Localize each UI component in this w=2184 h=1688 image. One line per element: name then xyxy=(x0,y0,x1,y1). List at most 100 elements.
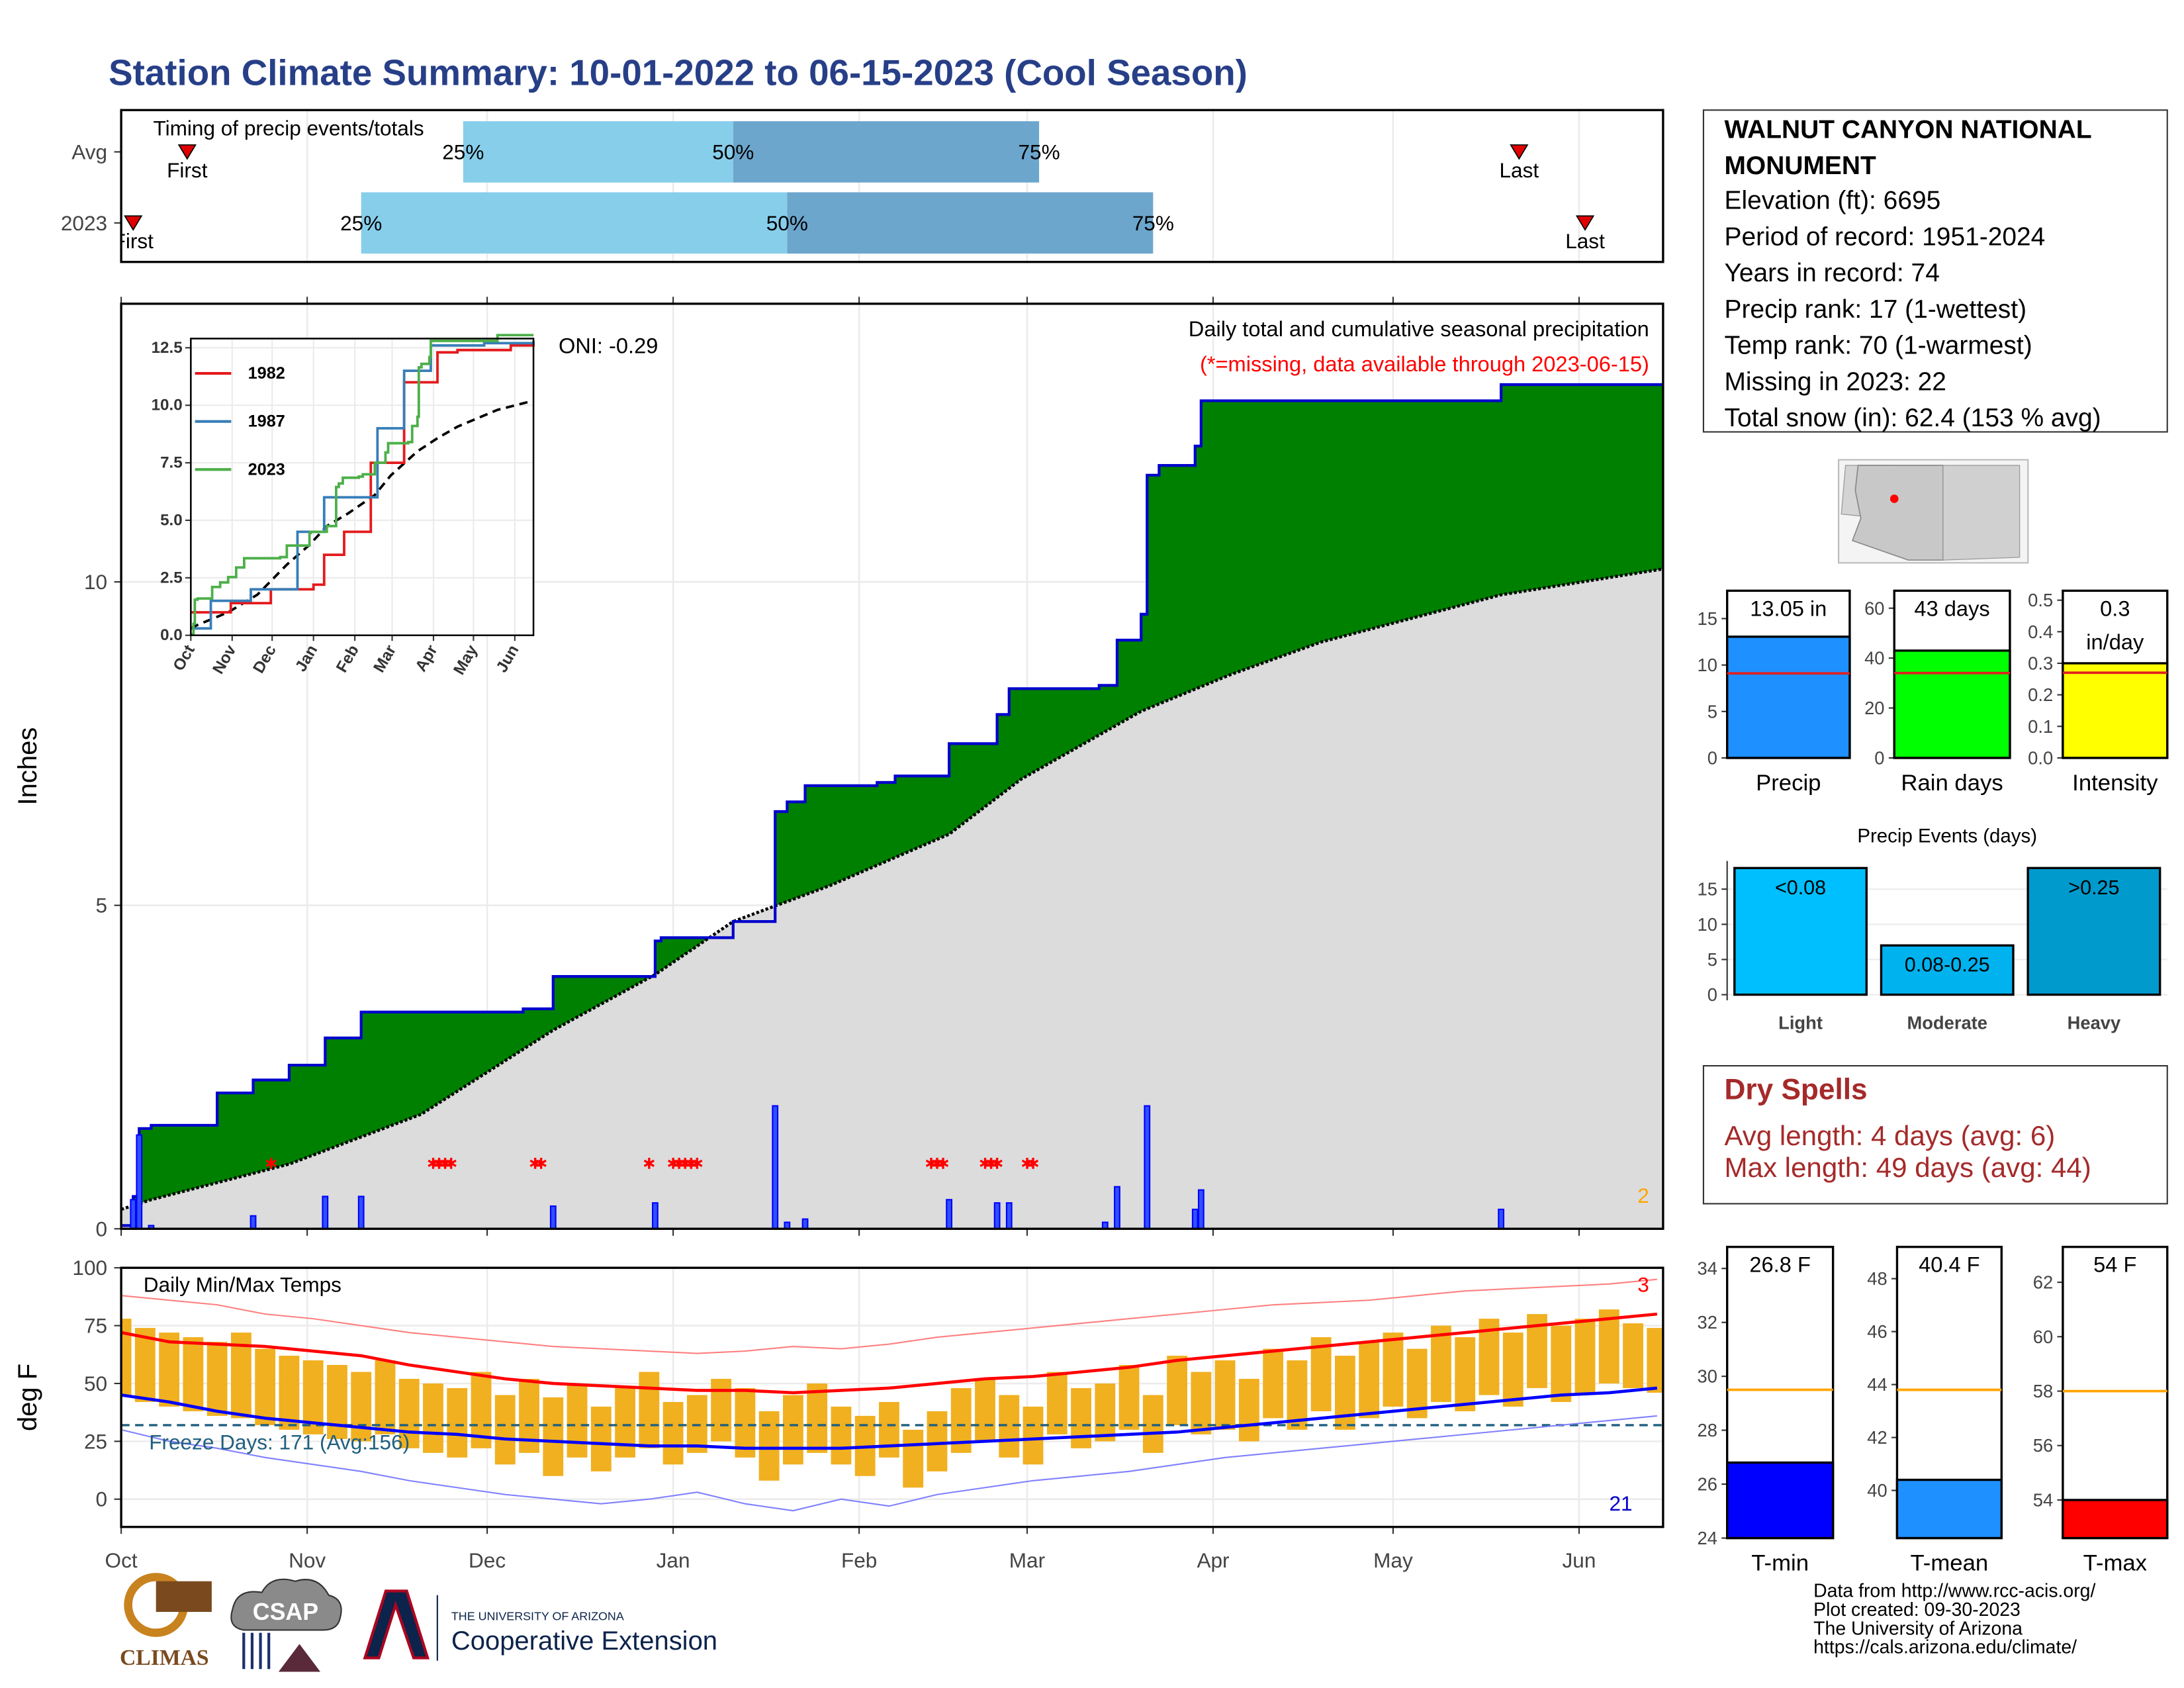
logo-shape xyxy=(156,1581,212,1613)
daily-precip-bar xyxy=(1144,1105,1151,1229)
missing-marker xyxy=(643,1157,655,1169)
category-label: Heavy xyxy=(2068,1012,2121,1033)
y-tick-label: 0.5 xyxy=(2028,590,2053,610)
daily-temp-bar xyxy=(567,1383,588,1458)
daily-precip-bar xyxy=(801,1218,809,1229)
category-label: Precip xyxy=(1756,771,1821,796)
station-line-box: Years in record: 74 xyxy=(1724,258,1939,287)
station-box xyxy=(1702,109,2168,433)
y-tick-label: 0.2 xyxy=(2028,684,2053,705)
panel-frame xyxy=(120,1266,1664,1528)
y-tick-label: 0.4 xyxy=(2028,622,2053,642)
dry-spells-title: Dry Spells xyxy=(1724,1073,1867,1105)
x-tick-label: Nov xyxy=(289,1548,326,1572)
y-tick-label: 5 xyxy=(96,894,108,917)
x-tick-label: Mar xyxy=(1009,1548,1045,1572)
category-label: Rain days xyxy=(1901,771,2003,796)
bar-value-label-box: 26.8 F xyxy=(1749,1254,1811,1278)
logos: CLIMAS CSAP THE UNIVERSITY OF ARIZONA Co… xyxy=(120,1573,717,1672)
dry-spells-box xyxy=(1702,1064,2168,1205)
bar-value-label: 43 days xyxy=(1914,597,1990,622)
daily-temp-bar xyxy=(879,1401,899,1458)
daily-temp-bar xyxy=(758,1411,780,1481)
timing-marker xyxy=(1575,215,1595,231)
station-line: Temp rank: 70 (1-warmest) xyxy=(1724,330,2032,360)
daily-temp-bar xyxy=(159,1333,180,1407)
corner-label: 21 xyxy=(1609,1491,1632,1515)
bar xyxy=(2062,1499,2169,1540)
bar-value-label-box: 13.05 in xyxy=(1750,597,1827,622)
category-label: T-min xyxy=(1751,1550,1809,1575)
footer-line: https://cals.arizona.edu/climate/ xyxy=(1813,1637,2077,1658)
daily-temp-bar xyxy=(999,1395,1020,1458)
y-tick-label: 28 xyxy=(1698,1420,1717,1440)
station-name-box: WALNUT CANYON NATIONAL MONUMENT xyxy=(1724,114,2091,180)
bar-value-label-box: 40.4 F xyxy=(1919,1254,1980,1278)
daily-precip-bar xyxy=(946,1199,953,1229)
station-line: Period of record: 1951-2024 xyxy=(1724,221,2046,251)
dry-spells-line: Avg length: 4 days (avg: 6) xyxy=(1724,1120,2055,1151)
station-line-box: Total snow (in): 62.4 (153 % avg) xyxy=(1724,402,2101,432)
x-tick-label: Apr xyxy=(1197,1548,1229,1572)
missing-marker xyxy=(445,1157,457,1169)
inset-normal xyxy=(190,399,534,630)
timing-bar xyxy=(787,192,1154,254)
station-line: Total snow (in): 62.4 (153 % avg) xyxy=(1724,402,2101,432)
daily-temp-bar xyxy=(1071,1387,1091,1448)
bar xyxy=(1726,1461,1835,1540)
daily-temp-bar xyxy=(134,1328,156,1402)
daily-temp-bar xyxy=(494,1395,516,1465)
station-line: Precip rank: 17 (1-wettest) xyxy=(1724,294,2027,324)
inset-series xyxy=(191,343,535,614)
logo-text: CSAP xyxy=(253,1599,318,1625)
timing-label: 50% xyxy=(712,140,754,164)
daily-precip-bar xyxy=(357,1196,365,1229)
daily-temp-bar xyxy=(711,1378,732,1442)
panel-frame xyxy=(120,109,1664,263)
category-label: T-max xyxy=(2083,1550,2147,1575)
daily-precip-bar xyxy=(1114,1186,1120,1229)
daily-precip-bar xyxy=(250,1215,257,1229)
daily-temp-bar xyxy=(121,1319,132,1395)
y-axis-label: deg F xyxy=(13,1364,42,1431)
daily-temp-bar xyxy=(1335,1356,1355,1430)
daily-temp-bar xyxy=(1214,1360,1236,1430)
daily-temp-bar xyxy=(903,1429,924,1488)
daily-temp-bar xyxy=(1623,1323,1643,1388)
y-tick-label: 24 xyxy=(1698,1528,1717,1548)
category-label: Moderate xyxy=(1907,1012,1987,1033)
missing-marker xyxy=(991,1157,1003,1169)
timing-label: 75% xyxy=(1132,211,1174,235)
daily-temp-bar xyxy=(927,1411,948,1472)
map-region xyxy=(1942,465,2021,561)
daily-temp-bar xyxy=(1046,1372,1068,1434)
temp-line xyxy=(121,1278,1657,1354)
y-tick-label: 58 xyxy=(2033,1381,2053,1401)
daily-precip-bar xyxy=(1005,1202,1013,1229)
y-tick-label: 54 xyxy=(2033,1489,2053,1510)
daily-temp-bar xyxy=(351,1372,372,1442)
station-name: WALNUT CANYON NATIONAL MONUMENT xyxy=(1724,114,2091,180)
daily-temp-bar xyxy=(1095,1383,1116,1442)
daily-temp-bar xyxy=(1431,1325,1451,1402)
daily-precip-bar xyxy=(1498,1208,1505,1229)
bar-value-label: 13.05 in xyxy=(1750,597,1827,622)
daily-temp-bar xyxy=(1167,1356,1188,1425)
daily-temp-bar xyxy=(1310,1337,1332,1411)
daily-temp-bar xyxy=(1574,1319,1596,1395)
station-line-box: Precip rank: 17 (1-wettest) xyxy=(1724,294,2027,324)
station-line-box: Period of record: 1951-2024 xyxy=(1724,221,2046,251)
missing-marker xyxy=(1027,1157,1039,1169)
bar-threshold-label: <0.08 xyxy=(1775,876,1826,899)
daily-temp-bar xyxy=(1238,1378,1259,1442)
y-tick-label: 44 xyxy=(1867,1374,1887,1395)
timing-label: 75% xyxy=(1019,140,1060,164)
daily-temp-bar xyxy=(1023,1406,1044,1465)
daily-temp-bar xyxy=(398,1378,420,1448)
inset-y-tick-label: 7.5 xyxy=(160,454,183,472)
timing-plot: Timing of precip events/totals 25% 50% 75% F… xyxy=(121,110,1605,262)
events-title: Precip Events (days) xyxy=(1857,825,2037,847)
y-tick-label: 26 xyxy=(1698,1474,1717,1495)
